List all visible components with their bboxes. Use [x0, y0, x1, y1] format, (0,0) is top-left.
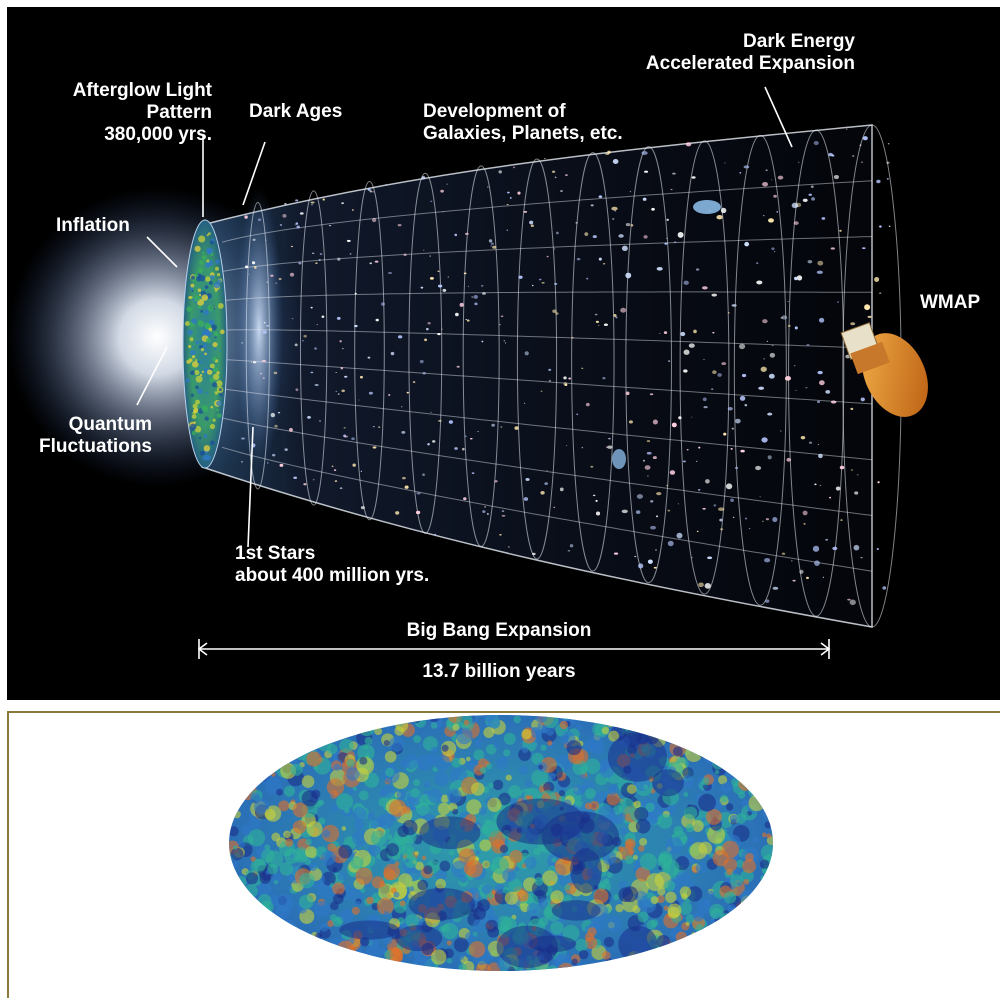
cmb-sky-map [9, 713, 1000, 998]
universe-timeline-panel: Afterglow Light Pattern 380,000 yrs. Dar… [7, 7, 1000, 700]
inflation-label: Inflation [56, 215, 130, 237]
development-label: Development of Galaxies, Planets, etc. [423, 101, 623, 145]
quantum-fluctuations-label: Quantum Fluctuations [17, 414, 152, 458]
afterglow-label: Afterglow Light Pattern 380,000 yrs. [37, 80, 212, 146]
cmb-map-panel [7, 711, 1000, 998]
wmap-label: WMAP [920, 292, 980, 314]
big-bang-expansion-label: Big Bang Expansion [349, 620, 649, 642]
expansion-arrow [199, 639, 829, 659]
first-stars-label: 1st Stars about 400 million yrs. [235, 543, 429, 587]
dark-energy-label: Dark Energy Accelerated Expansion [597, 31, 855, 75]
dark-ages-label: Dark Ages [249, 101, 342, 123]
duration-label: 13.7 billion years [349, 661, 649, 683]
